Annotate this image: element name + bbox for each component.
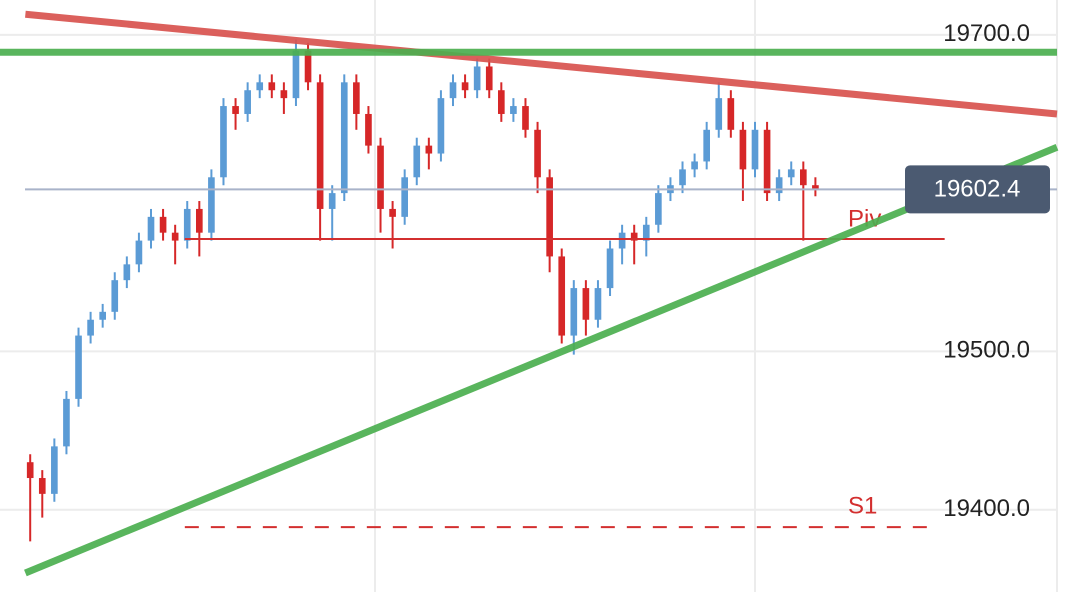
candle-body bbox=[570, 288, 578, 336]
candle-body bbox=[630, 232, 638, 241]
candle-body bbox=[87, 319, 94, 336]
price-badge bbox=[905, 165, 1050, 214]
candle-body bbox=[135, 240, 143, 265]
candle-body bbox=[111, 280, 119, 312]
candle-body bbox=[751, 129, 759, 170]
candle-body bbox=[123, 264, 131, 281]
candle-body bbox=[799, 169, 807, 186]
candle-body bbox=[606, 248, 614, 289]
candle-body bbox=[292, 50, 300, 99]
candle-body bbox=[304, 50, 312, 83]
candle-body bbox=[691, 161, 698, 170]
candle-body bbox=[256, 82, 264, 91]
candle-body bbox=[618, 232, 626, 249]
candles bbox=[26, 39, 819, 542]
candle-body bbox=[159, 216, 167, 233]
candle-body bbox=[220, 106, 227, 178]
candle-body bbox=[147, 216, 155, 241]
candle-body bbox=[461, 82, 469, 91]
y-tick-label: 19500.0 bbox=[943, 337, 1030, 364]
candle-body bbox=[812, 185, 819, 190]
candle-body bbox=[787, 169, 795, 178]
candle-body bbox=[316, 82, 324, 209]
level-label: S1 bbox=[848, 492, 877, 519]
candle-body bbox=[195, 208, 203, 233]
candle-body bbox=[582, 288, 590, 320]
candle-body bbox=[594, 288, 602, 320]
candle-body bbox=[703, 129, 711, 162]
trendline bbox=[24, 143, 1059, 577]
candle-body bbox=[183, 208, 191, 241]
candle-body bbox=[280, 90, 288, 99]
candle-body bbox=[775, 177, 783, 194]
candle-body bbox=[679, 169, 686, 186]
candle-body bbox=[328, 193, 336, 209]
candle-body bbox=[171, 232, 179, 241]
candle-body bbox=[425, 145, 433, 154]
candle-body bbox=[389, 208, 396, 217]
candle-body bbox=[51, 446, 58, 494]
candle-body bbox=[377, 145, 384, 209]
candle-body bbox=[244, 90, 251, 114]
candle-body bbox=[546, 177, 553, 257]
candle-body bbox=[763, 129, 771, 194]
candle-body bbox=[353, 82, 360, 114]
candle-body bbox=[522, 106, 529, 130]
candle-body bbox=[75, 335, 82, 399]
y-tick-label: 19400.0 bbox=[943, 495, 1030, 522]
candle-body bbox=[449, 82, 457, 99]
candle-body bbox=[534, 129, 541, 178]
trendline bbox=[25, 10, 1058, 118]
candle-body bbox=[558, 256, 566, 336]
candle-body bbox=[655, 193, 662, 225]
candle-body bbox=[497, 90, 505, 114]
candle-body bbox=[208, 177, 215, 233]
candle-body bbox=[268, 82, 276, 91]
candle-body bbox=[26, 462, 34, 479]
candle-body bbox=[413, 145, 421, 178]
y-tick-label: 19700.0 bbox=[943, 20, 1030, 47]
candle-body bbox=[232, 106, 239, 114]
candle-body bbox=[715, 98, 723, 130]
candle-body bbox=[473, 66, 481, 91]
candle-body bbox=[485, 66, 493, 91]
candle-body bbox=[510, 106, 517, 114]
candle-body bbox=[38, 478, 46, 494]
candle-body bbox=[365, 113, 372, 146]
candle-body bbox=[340, 82, 348, 194]
price-label: 19602.4 bbox=[934, 176, 1021, 203]
candle-body bbox=[99, 311, 107, 320]
candle-body bbox=[642, 224, 650, 241]
candle-body bbox=[727, 98, 735, 130]
candle-body bbox=[437, 98, 445, 154]
candle-body bbox=[401, 177, 409, 217]
candle-body bbox=[739, 129, 747, 170]
candle-body bbox=[63, 398, 70, 447]
